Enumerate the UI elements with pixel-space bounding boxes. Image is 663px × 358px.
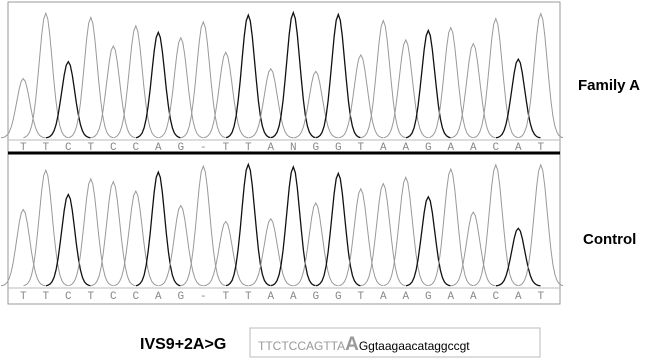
base-call: A [402, 142, 409, 154]
base-call: A [447, 291, 454, 303]
base-call: T [42, 142, 49, 154]
base-call: T [87, 142, 94, 154]
base-call: G [312, 142, 319, 154]
base-call: N [290, 142, 297, 154]
base-call: A [402, 291, 409, 303]
base-call: T [245, 142, 252, 154]
base-call: G [425, 291, 432, 303]
base-call: A [515, 291, 522, 303]
base-call: C [65, 142, 72, 154]
sequence-before: TTCTCCAGTTA [258, 339, 345, 353]
base-call: C [492, 142, 499, 154]
base-call: T [222, 142, 229, 154]
base-call: A [267, 291, 274, 303]
base-call: T [357, 291, 364, 303]
sequence-after: Ggtaagaacataggccgt [359, 339, 470, 353]
base-call: - [200, 142, 207, 154]
base-call: A [267, 142, 274, 154]
base-call: A [290, 291, 297, 303]
panel-label: Control [583, 231, 636, 248]
base-call: T [357, 142, 364, 154]
base-call: C [65, 291, 72, 303]
base-call: A [380, 142, 387, 154]
base-call: A [155, 142, 162, 154]
base-call: A [155, 291, 162, 303]
base-call: G [177, 142, 184, 154]
base-call: T [87, 291, 94, 303]
base-call: A [380, 291, 387, 303]
base-call: A [470, 291, 477, 303]
base-call: A [515, 142, 522, 154]
base-call: - [200, 291, 207, 303]
sequence-highlight: A [345, 334, 359, 355]
base-call: C [492, 291, 499, 303]
base-call: T [245, 291, 252, 303]
base-call: C [132, 291, 139, 303]
base-call: C [132, 142, 139, 154]
base-call: T [537, 291, 544, 303]
base-call: G [312, 291, 319, 303]
mutation-label: IVS9+2A>G [140, 336, 226, 353]
base-call: C [110, 142, 117, 154]
base-call: A [447, 142, 454, 154]
base-call: T [20, 291, 27, 303]
base-call: G [335, 291, 342, 303]
panel-label: Family A [578, 77, 640, 94]
base-call: A [470, 142, 477, 154]
base-call: T [537, 142, 544, 154]
base-call: T [42, 291, 49, 303]
base-call: G [335, 142, 342, 154]
base-call: C [110, 291, 117, 303]
base-call: T [222, 291, 229, 303]
base-call: G [425, 142, 432, 154]
figure: Family A Control IVS9+2A>G TTCTCCAGTTAAG… [0, 0, 663, 358]
base-call: G [177, 291, 184, 303]
base-call: T [20, 142, 27, 154]
